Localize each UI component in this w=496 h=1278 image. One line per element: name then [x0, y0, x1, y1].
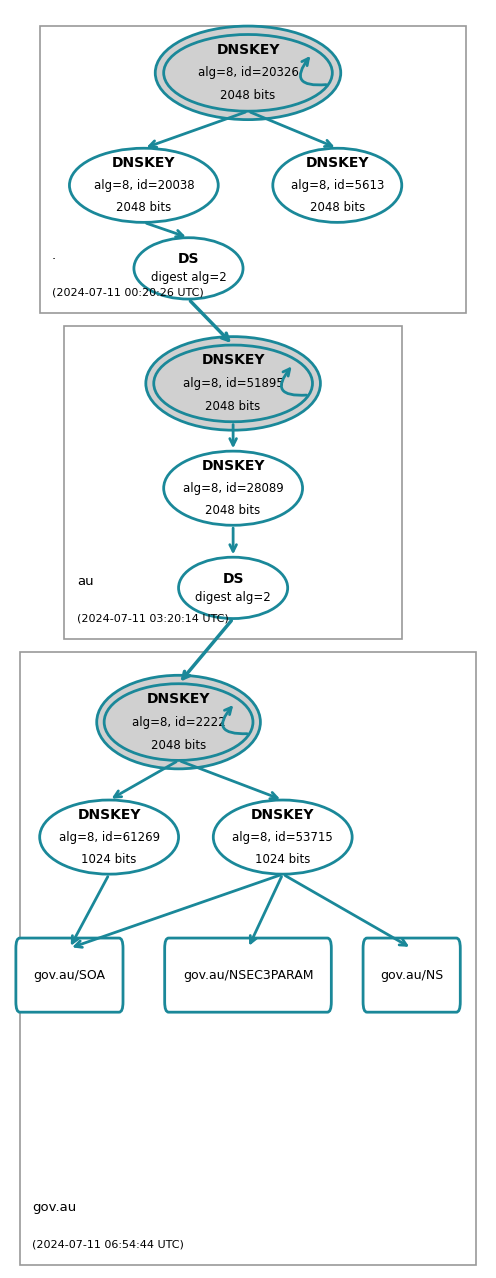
- Text: alg=8, id=20038: alg=8, id=20038: [94, 179, 194, 192]
- Text: 1024 bits: 1024 bits: [255, 852, 310, 865]
- Ellipse shape: [273, 148, 402, 222]
- Ellipse shape: [40, 800, 179, 874]
- Ellipse shape: [97, 675, 260, 769]
- Ellipse shape: [69, 148, 218, 222]
- Ellipse shape: [164, 451, 303, 525]
- Ellipse shape: [134, 238, 243, 299]
- Ellipse shape: [155, 26, 341, 120]
- Text: 2048 bits: 2048 bits: [151, 739, 206, 751]
- FancyBboxPatch shape: [40, 26, 466, 313]
- Text: (2024-07-11 00:20:26 UTC): (2024-07-11 00:20:26 UTC): [52, 288, 204, 298]
- Text: DNSKEY: DNSKEY: [306, 156, 369, 170]
- Text: DNSKEY: DNSKEY: [251, 808, 314, 822]
- Text: alg=8, id=28089: alg=8, id=28089: [183, 482, 284, 495]
- Text: digest alg=2: digest alg=2: [195, 590, 271, 603]
- Text: DNSKEY: DNSKEY: [216, 43, 280, 56]
- Text: (2024-07-11 03:20:14 UTC): (2024-07-11 03:20:14 UTC): [77, 613, 229, 624]
- Text: alg=8, id=2222: alg=8, id=2222: [132, 716, 225, 728]
- FancyBboxPatch shape: [165, 938, 331, 1012]
- Text: alg=8, id=5613: alg=8, id=5613: [291, 179, 384, 192]
- Text: DS: DS: [178, 252, 199, 266]
- Text: alg=8, id=20326: alg=8, id=20326: [197, 66, 299, 79]
- Text: DNSKEY: DNSKEY: [147, 693, 210, 705]
- Text: gov.au: gov.au: [32, 1201, 76, 1214]
- Text: DNSKEY: DNSKEY: [201, 354, 265, 367]
- Ellipse shape: [179, 557, 288, 619]
- Ellipse shape: [146, 336, 320, 431]
- Ellipse shape: [164, 35, 332, 111]
- FancyBboxPatch shape: [16, 938, 123, 1012]
- Text: DNSKEY: DNSKEY: [112, 156, 176, 170]
- FancyBboxPatch shape: [20, 652, 476, 1265]
- Text: DS: DS: [222, 571, 244, 585]
- Text: alg=8, id=51895: alg=8, id=51895: [183, 377, 284, 390]
- Text: DNSKEY: DNSKEY: [201, 459, 265, 473]
- Ellipse shape: [104, 684, 253, 760]
- Text: (2024-07-11 06:54:44 UTC): (2024-07-11 06:54:44 UTC): [32, 1240, 184, 1250]
- Text: alg=8, id=53715: alg=8, id=53715: [232, 831, 333, 843]
- Text: gov.au/NS: gov.au/NS: [380, 969, 443, 982]
- FancyBboxPatch shape: [363, 938, 460, 1012]
- Text: gov.au/SOA: gov.au/SOA: [33, 969, 106, 982]
- Text: 2048 bits: 2048 bits: [116, 201, 172, 213]
- Ellipse shape: [213, 800, 352, 874]
- Text: alg=8, id=61269: alg=8, id=61269: [59, 831, 160, 843]
- Text: 2048 bits: 2048 bits: [205, 504, 261, 516]
- Text: 1024 bits: 1024 bits: [81, 852, 137, 865]
- Text: DNSKEY: DNSKEY: [77, 808, 141, 822]
- Text: .: .: [52, 249, 56, 262]
- Text: 2048 bits: 2048 bits: [205, 400, 261, 413]
- Text: 2048 bits: 2048 bits: [310, 201, 365, 213]
- Text: digest alg=2: digest alg=2: [151, 271, 226, 284]
- FancyBboxPatch shape: [64, 326, 402, 639]
- Text: gov.au/NSEC3PARAM: gov.au/NSEC3PARAM: [183, 969, 313, 982]
- Ellipse shape: [154, 345, 312, 422]
- Text: au: au: [77, 575, 94, 588]
- Text: 2048 bits: 2048 bits: [220, 89, 276, 102]
